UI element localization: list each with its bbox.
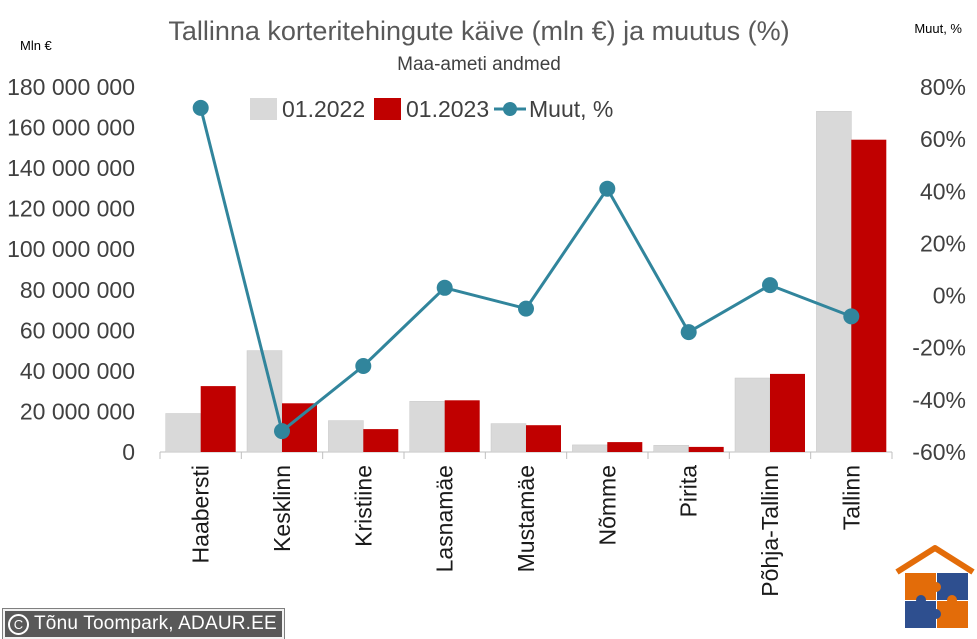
right-tick-label: -60% [912,439,966,465]
right-tick-label: 20% [920,230,966,256]
chart-subtitle: Maa-ameti andmed [397,54,561,75]
right-tick-label: 80% [920,74,966,100]
change-line [192,99,860,440]
left-tick-label: 140 000 000 [7,155,135,181]
right-axis-unit: Muut, % [914,21,962,36]
bar-01.2023-Tallinn [851,139,887,452]
bar-01.2022-Põhja-Tallinn [734,377,771,453]
bar-01.2023-Pirita [688,446,724,452]
legend-marker [503,102,517,116]
left-axis-unit: Mln € [20,38,53,53]
change-point-Kristiine [355,358,372,374]
bar-01.2022-Tallinn [816,111,852,453]
bar-01.2022-Lasnamäe [409,401,445,453]
bar-01.2022-Nõmme [572,444,608,453]
bar-01.2023-Lasnamäe [444,400,480,452]
change-point-Pirita [680,324,697,341]
legend-swatch-2022 [250,98,277,120]
bar-01.2023-Haabersti [200,386,236,452]
legend-label-2022: 01.2022 [282,96,365,122]
change-point-Nõmme [599,180,616,197]
change-point-Haabersti [192,99,209,116]
bar-01.2023-Mustamäe [526,425,561,452]
category-label-Põhja-Tallinn: Põhja-Tallinn [757,465,783,597]
bar-01.2023-Kristiine [363,429,399,452]
credit-text: Tõnu Toompark, ADAUR.EE [34,613,277,634]
left-tick-label: 100 000 000 [7,236,135,262]
left-tick-label: 180 000 000 [7,74,135,100]
bar-01.2022-Pirita [653,445,689,453]
left-tick-label: 0 [122,439,135,465]
right-tick-label: 0% [933,283,966,309]
right-tick-label: 60% [920,126,966,152]
category-label-Kristiine: Kristiine [350,465,376,547]
bar-01.2022-Kristiine [328,420,364,453]
bar-01.2022-Mustamäe [490,423,527,453]
legend-label-change: Muut, % [529,96,613,122]
left-tick-label: 60 000 000 [20,317,135,343]
category-labels: Haabersti Kesklinn Kristiine Lasnamäe Mustam… [188,465,865,597]
bar-01.2022-Haabersti [165,413,201,453]
category-label-Lasnamäe: Lasnamäe [432,465,458,572]
category-label-Pirita: Pirita [676,465,702,518]
change-point-Mustamäe [518,300,534,317]
category-label-Haabersti: Haabersti [188,465,214,563]
change-point-Lasnamäe [436,279,453,296]
house-puzzle-logo [895,545,975,628]
copyright-icon: C [8,613,29,635]
category-label-Tallinn: Tallinn [838,465,864,530]
axes [159,451,893,459]
change-point-Tallinn [843,308,860,325]
legend-swatch-2023 [374,98,401,120]
chart-title: Tallinna korteritehingute käive (mln €) … [168,16,789,46]
legend: 01.2022 01.2023 Muut, % [250,96,613,122]
left-tick-label: 120 000 000 [7,196,135,222]
category-label-Nõmme: Nõmme [594,465,620,546]
right-tick-label: 40% [920,178,966,204]
left-tick-label: 40 000 000 [20,358,135,384]
change-point-Põhja-Tallinn [762,277,778,294]
change-point-Kesklinn [274,423,290,440]
bar-01.2023-Põhja-Tallinn [770,373,805,452]
right-tick-label: -40% [912,387,966,413]
right-tick-label: -20% [912,335,966,361]
left-tick-label: 160 000 000 [7,115,135,141]
bar-01.2023-Nõmme [607,442,643,452]
tick-labels: 0 20 000 000 40 000 000 60 000 000 80 000 00… [7,74,966,465]
bars [165,111,887,453]
left-tick-label: 80 000 000 [20,277,135,303]
credit-box: C Tõnu Toompark, ADAUR.EE [2,608,285,639]
category-label-Kesklinn: Kesklinn [269,465,295,552]
category-label-Mustamäe: Mustamäe [513,465,539,572]
left-tick-label: 20 000 000 [20,398,135,424]
legend-label-2023: 01.2023 [406,96,489,122]
